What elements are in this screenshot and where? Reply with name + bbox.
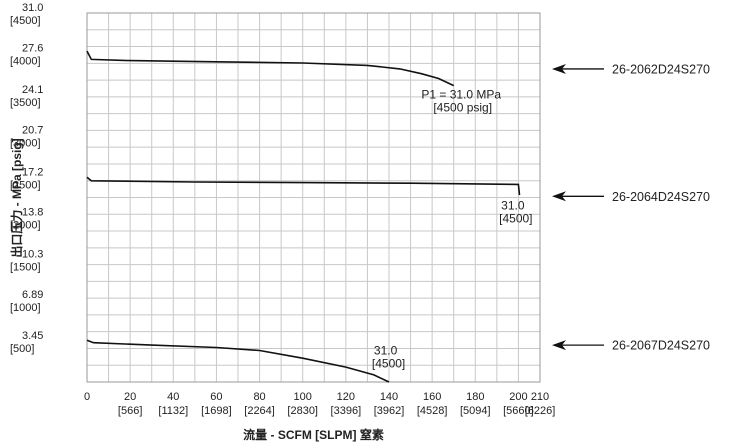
annotation-a2: [4500]: [499, 211, 532, 225]
y-tick-sublabel: [4500]: [10, 15, 41, 27]
y-tick-sublabel: [3000]: [10, 138, 41, 150]
y-tick-label: 17.2: [22, 166, 43, 178]
x-tick-label: 20: [124, 391, 136, 403]
annotations: P1 = 31.0 MPa[4500 psig]31.0[4500]31.0[4…: [372, 88, 533, 371]
annotation-a2: 31.0: [501, 198, 525, 212]
arrow-label-3: 26-2067D24S270: [552, 339, 710, 353]
x-tick-sublabel: [1132]: [158, 405, 188, 417]
y-tick-label: 20.7: [22, 125, 43, 137]
x-tick-label: 40: [167, 391, 179, 403]
y-tick-label: 13.8: [22, 207, 43, 219]
y-axis-title: 出口压力 - MPa [psig]: [9, 138, 24, 257]
series-line-2: [86, 176, 521, 196]
plot-border: [86, 12, 541, 383]
arrow-labels: 26-2062D24S270 26-2064D24S270 26-2067D24S2…: [552, 62, 710, 353]
y-tick-sublabel: [3500]: [10, 97, 41, 109]
annotation-p1: P1 = 31.0 MPa: [421, 88, 501, 102]
x-tick-sublabel: [2830]: [287, 405, 318, 417]
series-lines: [86, 50, 521, 383]
arrow-label-1: 26-2062D24S270: [552, 62, 710, 76]
x-tick-sublabel: [3396]: [331, 405, 362, 417]
x-tick-label: 210: [531, 391, 549, 403]
y-tick-label: 3.45: [22, 330, 43, 342]
x-tick-sublabel: [5094]: [460, 405, 491, 417]
y-tick-sublabel: [2000]: [10, 220, 41, 232]
x-tick-sublabel: [566]: [118, 405, 142, 417]
x-tick-label: 200: [509, 391, 527, 403]
series-callout-label: 26-2064D24S270: [612, 190, 710, 204]
x-tick-sublabel: [2264]: [244, 405, 275, 417]
annotation-a3: [4500]: [372, 357, 405, 371]
y-tick-label: 27.6: [22, 42, 43, 54]
x-tick-label: 80: [253, 391, 265, 403]
series-line-3: [86, 339, 390, 383]
y-tick-sublabel: [500]: [10, 343, 34, 355]
arrow-head-icon: [552, 191, 566, 202]
y-tick-sublabel: [2500]: [10, 179, 41, 191]
y-tick-sublabel: [1000]: [10, 302, 41, 314]
x-tick-label: 140: [380, 391, 398, 403]
x-tick-sublabel: [4528]: [417, 405, 448, 417]
x-axis-title: 流量 - SCFM [SLPM] 窒素: [243, 427, 384, 442]
plot-frame: [86, 12, 541, 383]
series-callout-label: 26-2062D24S270: [612, 62, 710, 76]
annotation-p1: [4500 psig]: [433, 101, 492, 115]
x-tick-label: 160: [423, 391, 441, 403]
x-tick-sublabel: [1698]: [201, 405, 232, 417]
x-tick-label: 180: [466, 391, 484, 403]
arrow-head-icon: [552, 63, 566, 74]
x-tick-label: 0: [84, 391, 90, 403]
grid: [87, 13, 540, 382]
y-tick-label: 31.0: [22, 2, 43, 14]
x-tick-label: 100: [294, 391, 312, 403]
x-tick-label: 120: [337, 391, 355, 403]
x-tick-sublabel: [5660]: [503, 405, 534, 417]
x-axis-ticks: 0 20 [566] 40 [1132] 60 [1698] 80 [2264] 100 [2830…: [84, 391, 555, 417]
y-tick-label: 10.3: [22, 248, 43, 260]
x-tick-sublabel: [6226]: [525, 405, 556, 417]
series-line-1: [86, 50, 455, 87]
y-tick-label: 6.89: [22, 289, 43, 301]
y-tick-sublabel: [4000]: [10, 55, 41, 67]
x-tick-label: 60: [210, 391, 222, 403]
y-tick-label: 24.1: [22, 84, 43, 96]
y-axis-ticks: 31.0[4500] 27.6[4000] 24.1[3500] 20.7[3000]…: [10, 2, 43, 355]
arrow-label-2: 26-2064D24S270: [552, 190, 710, 204]
arrow-head-icon: [552, 340, 566, 351]
annotation-a3: 31.0: [374, 344, 398, 358]
y-tick-sublabel: [1500]: [10, 261, 41, 273]
series-callout-label: 26-2067D24S270: [612, 339, 710, 353]
x-tick-sublabel: [3962]: [374, 405, 405, 417]
